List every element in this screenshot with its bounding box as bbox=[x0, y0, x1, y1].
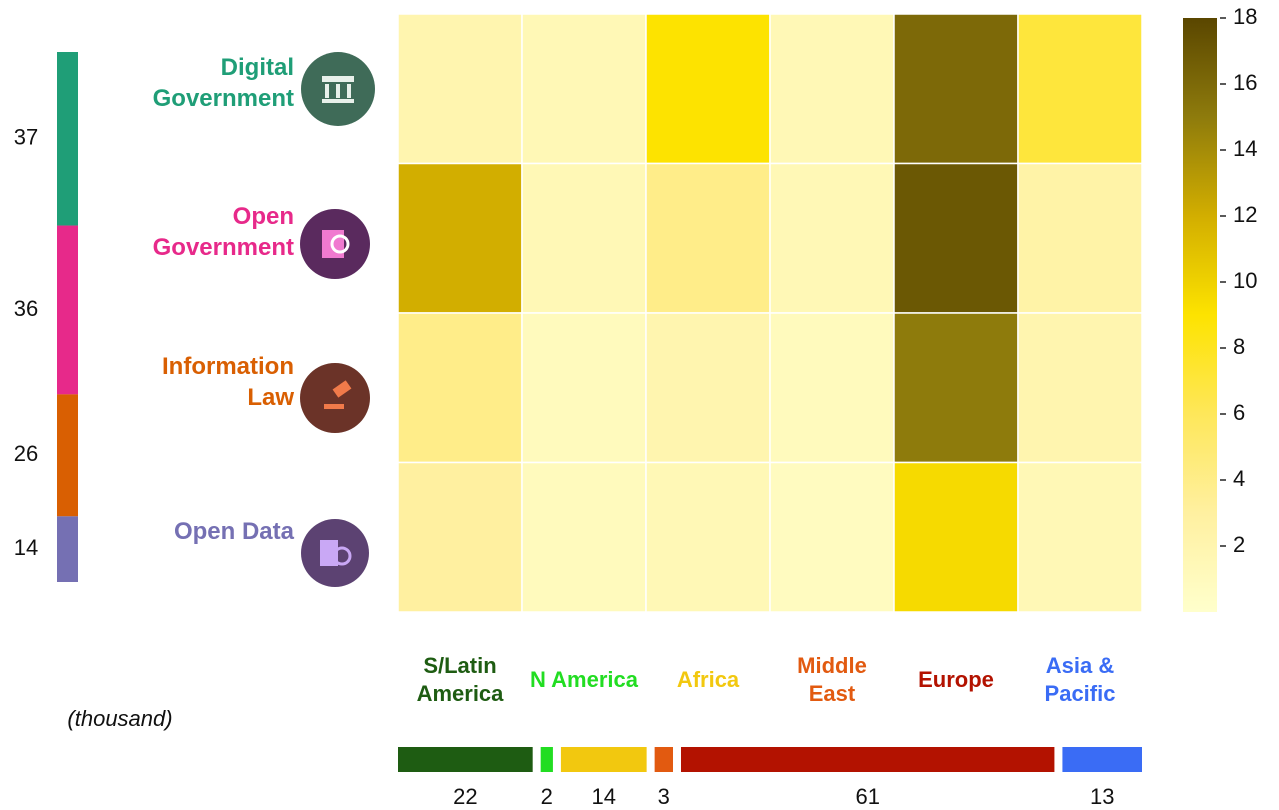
icon-part bbox=[336, 84, 340, 98]
column-total-bar bbox=[1062, 747, 1142, 772]
colorbar-tick-label: 6 bbox=[1233, 400, 1245, 425]
column-total-bar bbox=[540, 747, 553, 772]
icon-part bbox=[324, 404, 344, 409]
row-total-bar bbox=[57, 516, 78, 582]
heat-cell bbox=[645, 162, 771, 314]
heat-cell bbox=[769, 13, 895, 165]
column-total-label: 61 bbox=[855, 784, 879, 809]
row-total-label: 14 bbox=[14, 535, 38, 560]
colorbar-tick-label: 4 bbox=[1233, 466, 1245, 491]
heat-cell bbox=[521, 312, 647, 464]
column-total-bar bbox=[398, 747, 533, 772]
icon-part bbox=[347, 84, 351, 98]
colorbar-tick-label: 14 bbox=[1233, 136, 1257, 161]
heat-cell bbox=[893, 13, 1019, 165]
heat-cell bbox=[397, 162, 523, 314]
icon-part bbox=[322, 76, 354, 82]
colorbar-tick-label: 2 bbox=[1233, 532, 1245, 557]
heat-cell bbox=[521, 461, 647, 613]
heat-cell bbox=[521, 162, 647, 314]
heat-cell bbox=[397, 13, 523, 165]
row-label: Digital Government bbox=[152, 53, 294, 112]
colorbar-tick-label: 8 bbox=[1233, 334, 1245, 359]
heat-cell bbox=[397, 312, 523, 464]
column-label: N America bbox=[529, 666, 638, 692]
column-label: Middle East bbox=[797, 652, 867, 707]
icon-part bbox=[332, 380, 352, 398]
colorbar-tick-label: 12 bbox=[1233, 202, 1257, 227]
heat-cell bbox=[1017, 312, 1143, 464]
column-label: Europe bbox=[918, 666, 994, 692]
heat-cell bbox=[645, 13, 771, 165]
heat-cell bbox=[397, 461, 523, 613]
heat-cell bbox=[769, 312, 895, 464]
heat-cell bbox=[893, 312, 1019, 464]
heat-cell bbox=[893, 162, 1019, 314]
column-label: S/Latin America bbox=[416, 652, 504, 707]
heat-cell bbox=[1017, 461, 1143, 613]
column-total-label: 3 bbox=[658, 784, 670, 809]
heat-cell bbox=[893, 461, 1019, 613]
heat-cell bbox=[1017, 13, 1143, 165]
row-label: Open Data bbox=[173, 517, 294, 545]
column-total-label: 2 bbox=[541, 784, 553, 809]
row-total-bar bbox=[57, 394, 78, 517]
row-total-bar bbox=[57, 225, 78, 395]
row-total-label: 37 bbox=[14, 125, 38, 150]
column-total-bar bbox=[680, 747, 1055, 772]
heat-cell bbox=[769, 162, 895, 314]
column-total-label: 14 bbox=[592, 784, 616, 809]
row-label: Information Law bbox=[162, 352, 294, 411]
row-total-bar bbox=[57, 52, 78, 226]
icon-part bbox=[330, 234, 350, 254]
row-total-label: 26 bbox=[14, 441, 38, 466]
row-total-label: 36 bbox=[14, 296, 38, 321]
unit-note: (thousand) bbox=[67, 706, 172, 731]
heat-cell bbox=[1017, 162, 1143, 314]
colorbar-tick-label: 10 bbox=[1233, 268, 1257, 293]
heat-cell bbox=[769, 461, 895, 613]
row-label: Open Government bbox=[152, 203, 294, 262]
icon-part bbox=[325, 84, 329, 98]
icon-part bbox=[332, 546, 352, 566]
colorbar-tick-label: 18 bbox=[1233, 4, 1257, 29]
heat-cell bbox=[645, 461, 771, 613]
column-total-bar bbox=[654, 747, 673, 772]
colorbar-tick-label: 16 bbox=[1233, 70, 1257, 95]
colorbar bbox=[1183, 18, 1217, 612]
column-label: Africa bbox=[676, 666, 740, 692]
column-total-bar bbox=[560, 747, 647, 772]
column-total-label: 13 bbox=[1090, 784, 1114, 809]
heat-cell bbox=[645, 312, 771, 464]
icon-part bbox=[322, 99, 354, 103]
column-label: Asia & Pacific bbox=[1044, 652, 1116, 707]
row-icons bbox=[300, 52, 375, 587]
icon bbox=[300, 363, 370, 433]
column-total-label: 22 bbox=[453, 784, 477, 809]
heat-cell bbox=[521, 13, 647, 165]
